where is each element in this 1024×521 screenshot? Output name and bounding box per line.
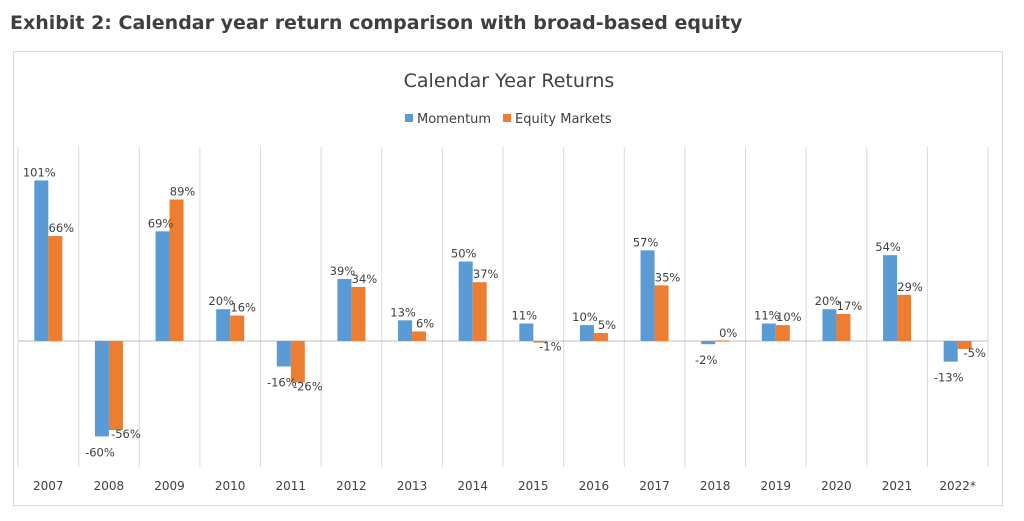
bar-equity-markets <box>654 285 669 341</box>
bar-momentum <box>458 261 473 341</box>
x-tick-label: 2009 <box>154 479 185 493</box>
chart-frame: 2007 2008 2009 2010 2011 2012 2013 2014 2015 2016… <box>13 51 1003 506</box>
data-label: -16% <box>267 375 297 389</box>
bar-equity-markets <box>230 315 245 341</box>
bar-momentum <box>337 278 352 341</box>
data-label: -56% <box>111 427 141 441</box>
bar-equity-markets <box>897 294 912 341</box>
bar-momentum <box>701 341 716 345</box>
data-label: 16% <box>230 301 256 315</box>
bar-equity-markets <box>715 340 730 342</box>
data-label: -1% <box>539 340 561 354</box>
bar-equity-markets <box>351 286 366 341</box>
bar-equity-markets <box>412 331 427 341</box>
bar-momentum <box>155 231 170 341</box>
data-label: 35% <box>655 270 681 284</box>
data-label: 5% <box>598 318 616 332</box>
bar-momentum <box>94 341 109 437</box>
bar-equity-markets <box>472 282 487 341</box>
data-label: 69% <box>148 216 174 230</box>
data-label: 29% <box>897 280 923 294</box>
bar-equity-markets <box>533 341 548 343</box>
x-tick-label: 2017 <box>639 479 670 493</box>
data-label: 13% <box>390 305 416 319</box>
data-label: -26% <box>293 379 323 393</box>
bar-momentum <box>640 250 655 341</box>
bar-momentum <box>822 309 837 341</box>
bar-momentum <box>883 255 898 341</box>
chart-title: Calendar Year Returns <box>404 70 615 92</box>
bar-momentum <box>276 341 291 367</box>
x-tick-label: 2016 <box>579 479 610 493</box>
data-label: 39% <box>330 264 356 278</box>
data-label: 37% <box>473 267 499 281</box>
data-label: -2% <box>695 353 717 367</box>
legend-label-momentum: Momentum <box>417 112 491 127</box>
data-label: 34% <box>352 272 378 286</box>
bar-equity-markets <box>169 199 184 341</box>
data-label: 17% <box>837 299 863 313</box>
x-tick-label: 2018 <box>700 479 731 493</box>
legend-swatch-equity-markets <box>503 114 511 122</box>
data-label: 0% <box>719 326 737 340</box>
data-label: 54% <box>875 240 901 254</box>
x-tick-label: 2010 <box>215 479 246 493</box>
calendar-year-returns-chart: 2007 2008 2009 2010 2011 2012 2013 2014 2015 2016… <box>17 70 989 493</box>
x-tick-label: 2021 <box>882 479 913 493</box>
bar-momentum <box>34 180 49 341</box>
exhibit-title: Exhibit 2: Calendar year return comparis… <box>10 12 743 34</box>
bar-equity-markets <box>836 313 851 341</box>
bar-momentum <box>943 341 958 362</box>
data-label: 101% <box>23 165 56 179</box>
data-label: 20% <box>208 294 234 308</box>
x-tick-label: 2015 <box>518 479 549 493</box>
bar-momentum <box>216 309 231 341</box>
x-tick-label: 2012 <box>336 479 367 493</box>
bar-momentum <box>579 325 594 341</box>
x-tick-label: 2022* <box>939 479 976 493</box>
bar-equity-markets <box>593 333 608 341</box>
x-tick-label: 2019 <box>761 479 792 493</box>
data-label: 57% <box>633 235 659 249</box>
legend-label-equity-markets: Equity Markets <box>515 112 612 127</box>
data-label: 66% <box>49 221 75 235</box>
x-tick-label: 2011 <box>276 479 307 493</box>
data-label: -60% <box>85 445 115 459</box>
bar-equity-markets <box>108 341 123 431</box>
legend-swatch-momentum <box>405 114 413 122</box>
data-label: 10% <box>572 310 598 324</box>
bar-momentum <box>761 323 776 341</box>
x-tick-label: 2008 <box>94 479 125 493</box>
x-tick-label: 2013 <box>397 479 428 493</box>
data-label: 6% <box>416 316 434 330</box>
data-label: 10% <box>776 310 802 324</box>
data-label: 11% <box>754 309 780 323</box>
bar-equity-markets <box>775 325 790 341</box>
bar-momentum <box>519 323 534 341</box>
x-tick-label: 2007 <box>33 479 64 493</box>
data-label: 20% <box>815 294 841 308</box>
data-label: 11% <box>512 309 538 323</box>
bar-equity-markets <box>957 341 972 349</box>
bar-equity-markets <box>48 236 63 341</box>
x-tick-label: 2020 <box>821 479 852 493</box>
data-label: 50% <box>451 247 477 261</box>
data-label: -13% <box>934 371 964 385</box>
bar-momentum <box>398 320 413 341</box>
data-label: 89% <box>170 184 196 198</box>
data-label: -5% <box>963 346 985 360</box>
x-tick-label: 2014 <box>457 479 488 493</box>
bar-equity-markets <box>290 341 305 383</box>
